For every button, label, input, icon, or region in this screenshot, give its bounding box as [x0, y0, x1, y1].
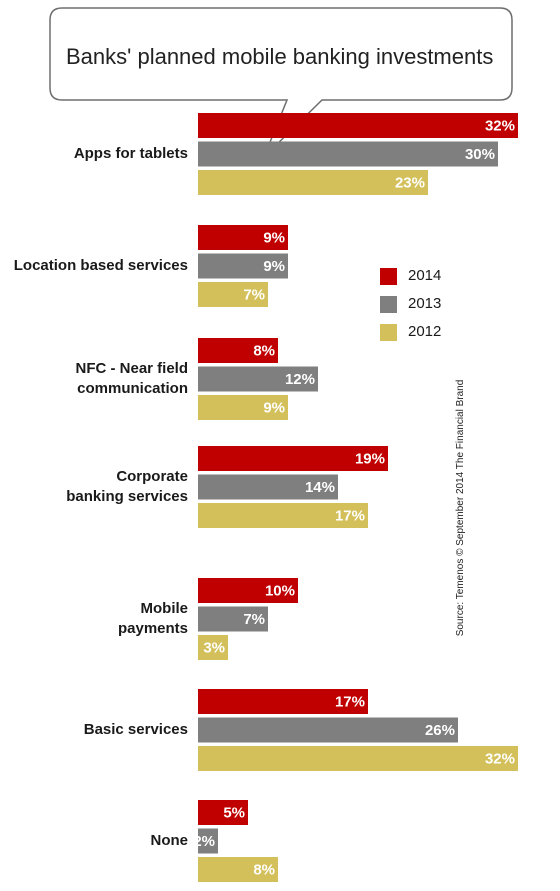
legend-label-2012: 2012 — [408, 323, 441, 340]
bar-apps-for-tablets-2012 — [198, 170, 428, 195]
category-label-line: Basic services — [2, 720, 188, 740]
legend-swatch-2014 — [380, 268, 397, 285]
bar-value-apps-for-tablets-2013: 30% — [465, 146, 495, 163]
category-label-none: None — [2, 831, 188, 851]
legend-swatch-2012 — [380, 324, 397, 341]
bar-value-mobile-payments-2013: 7% — [243, 611, 265, 628]
bar-value-location-based-services-2013: 9% — [263, 258, 285, 275]
bar-value-none-2013: 2% — [193, 833, 215, 850]
bar-value-corporate-banking-services-2014: 19% — [355, 451, 385, 468]
bar-value-location-based-services-2014: 9% — [263, 230, 285, 247]
category-label-line: None — [2, 831, 188, 851]
bar-value-basic-services-2013: 26% — [425, 722, 455, 739]
legend-swatch-2013 — [380, 296, 397, 313]
category-label-line: NFC - Near field — [2, 359, 188, 379]
category-label-line: payments — [2, 619, 188, 639]
bar-value-none-2012: 8% — [253, 862, 275, 879]
bar-apps-for-tablets-2013 — [198, 142, 498, 167]
bar-value-location-based-services-2012: 7% — [243, 287, 265, 304]
category-label-mobile-payments: Mobile payments — [2, 599, 188, 639]
bar-value-basic-services-2014: 17% — [335, 694, 365, 711]
bar-value-corporate-banking-services-2012: 17% — [335, 508, 365, 525]
legend-label-2013: 2013 — [408, 295, 441, 312]
category-label-line: Location based services — [2, 256, 188, 276]
bar-value-nfc-near-field-communication-2012: 9% — [263, 400, 285, 417]
bar-apps-for-tablets-2014 — [198, 113, 518, 138]
source-note: Source: Temenos © September 2014 The Fin… — [455, 338, 471, 678]
bar-value-apps-for-tablets-2012: 23% — [395, 175, 425, 192]
category-label-line: banking services — [2, 487, 188, 507]
category-label-line: communication — [2, 379, 188, 399]
category-label-line: Mobile — [2, 599, 188, 619]
bar-value-nfc-near-field-communication-2014: 8% — [253, 343, 275, 360]
category-label-nfc-near-field-communication: NFC - Near field communication — [2, 359, 188, 399]
legend-label-2014: 2014 — [408, 267, 441, 284]
bar-value-mobile-payments-2012: 3% — [203, 640, 225, 657]
category-label-apps-for-tablets: Apps for tablets — [2, 144, 188, 164]
bar-basic-services-2012 — [198, 746, 518, 771]
bar-value-mobile-payments-2014: 10% — [265, 583, 295, 600]
category-label-line: Apps for tablets — [2, 144, 188, 164]
bar-value-corporate-banking-services-2013: 14% — [305, 479, 335, 496]
category-label-location-based-services: Location based services — [2, 256, 188, 276]
bar-value-apps-for-tablets-2014: 32% — [485, 118, 515, 135]
category-label-basic-services: Basic services — [2, 720, 188, 740]
chart-title: Banks' planned mobile banking investment… — [66, 44, 506, 70]
category-label-line: Corporate — [2, 467, 188, 487]
category-label-corporate-banking-services: Corporate banking services — [2, 467, 188, 507]
bar-value-basic-services-2012: 32% — [485, 751, 515, 768]
bar-value-nfc-near-field-communication-2013: 12% — [285, 371, 315, 388]
bar-basic-services-2013 — [198, 718, 458, 743]
bar-value-none-2014: 5% — [223, 805, 245, 822]
